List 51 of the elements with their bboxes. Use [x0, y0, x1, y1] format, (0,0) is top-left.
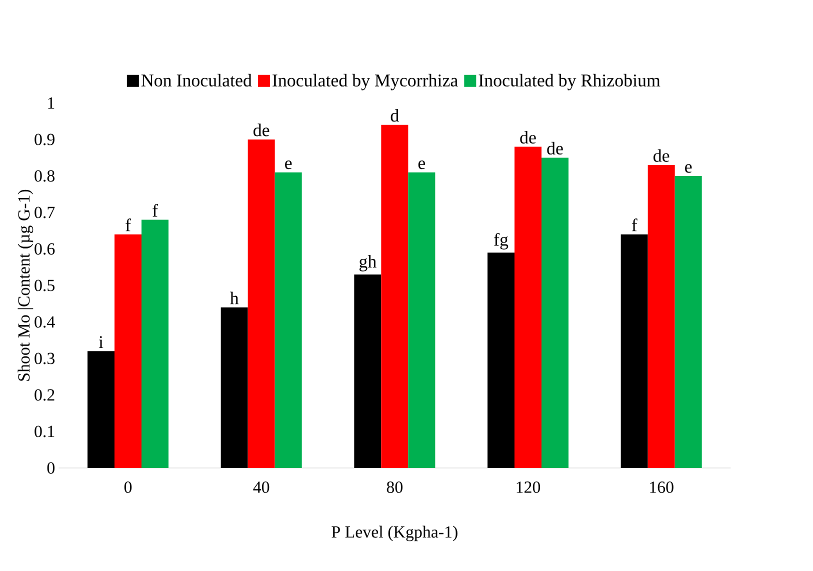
y-tick-label: 0.9 — [34, 134, 54, 146]
bar — [620, 234, 648, 468]
x-tick-label: 0 — [124, 482, 132, 493]
y-tick-label: 0.4 — [34, 316, 55, 328]
y-tick-label: 0.5 — [34, 280, 54, 292]
bar — [142, 220, 169, 468]
bar — [114, 234, 142, 468]
bar — [408, 172, 436, 468]
data-label: gh — [359, 255, 376, 272]
x-tick-label: 80 — [386, 482, 403, 493]
data-label: i — [98, 336, 104, 348]
y-tick-label: 0.1 — [34, 426, 54, 438]
x-tick-label: 40 — [253, 482, 270, 493]
data-label: e — [685, 164, 692, 173]
data-label: de — [547, 142, 563, 155]
bar — [381, 124, 408, 468]
bar — [674, 176, 702, 468]
data-label: d — [390, 109, 399, 122]
y-tick-label: 0.7 — [34, 206, 55, 218]
data-label: de — [254, 124, 270, 136]
y-tick-label: 0.3 — [34, 352, 54, 364]
x-axis-title: P Level (Kgpha-1) — [332, 526, 458, 542]
y-tick-label: 0.6 — [34, 243, 55, 255]
data-label: de — [520, 130, 536, 144]
bar — [248, 139, 275, 468]
data-label: e — [285, 160, 292, 170]
data-label: fg — [494, 232, 508, 250]
y-tick-label: 1 — [48, 97, 54, 109]
data-label: e — [418, 160, 426, 170]
legend-label: Inoculated by Rhizobium — [478, 74, 660, 90]
y-tick-label: 0.8 — [34, 170, 55, 182]
x-tick-label: 160 — [650, 482, 674, 493]
data-label: de — [654, 149, 670, 162]
bar — [274, 172, 302, 468]
bar — [542, 158, 569, 468]
data-label: f — [126, 218, 131, 232]
y-tick-label: 0.2 — [34, 389, 54, 401]
y-axis-title: Shoot Mo |Content (µg G-1) — [18, 190, 34, 381]
data-label: f — [152, 204, 158, 217]
bar — [648, 165, 675, 468]
data-label: f — [632, 218, 638, 232]
data-label: h — [230, 292, 239, 304]
bar — [488, 252, 515, 468]
bar — [88, 351, 115, 468]
legend-label: Non Inoculated — [141, 74, 252, 87]
legend-label: Inoculated by Mycorrhiza — [272, 74, 458, 90]
bar — [220, 307, 248, 468]
bar — [514, 146, 542, 468]
y-tick-label: 0 — [47, 462, 55, 474]
bar — [354, 274, 382, 468]
x-tick-label: 120 — [516, 482, 540, 493]
